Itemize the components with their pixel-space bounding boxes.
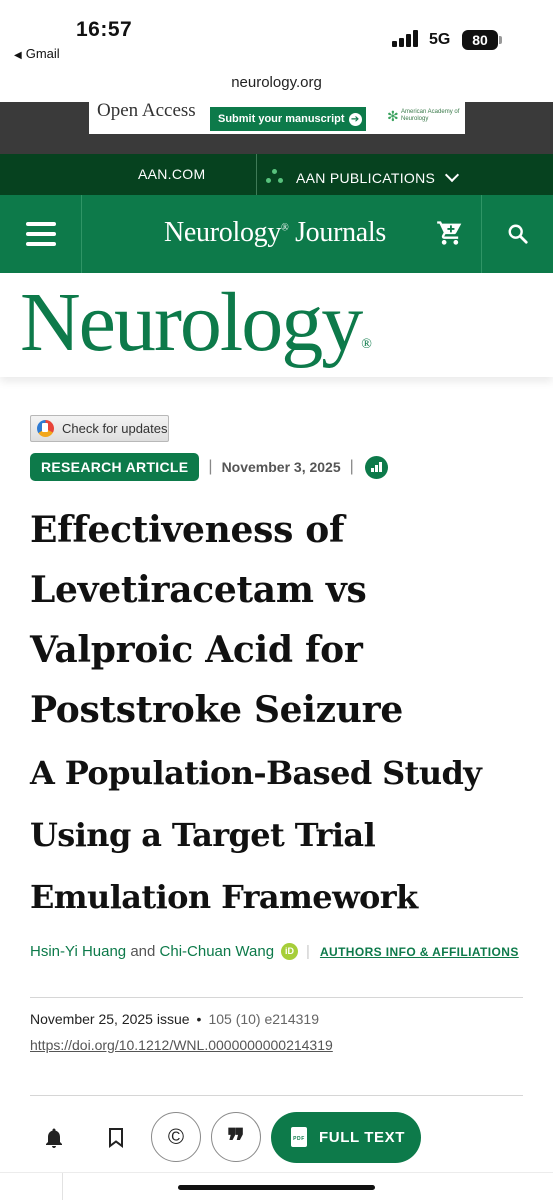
status-bar: 16:57 ◀ Gmail 5G 80 — [0, 0, 553, 70]
meta-divider: | — [349, 458, 354, 475]
issue-line: November 25, 2025 issue • 105 (10) e214319 — [30, 1011, 319, 1027]
ad-content[interactable]: Open Access Submit your manuscript ➔ ✻ Am… — [89, 100, 465, 134]
ad-open-access-text: Open Access — [97, 100, 196, 121]
aan-leaf-icon: ✻ — [387, 108, 399, 124]
cart-icon — [437, 221, 462, 245]
journals-title-mark: ® — [281, 222, 289, 234]
cellular-signal-icon — [392, 29, 422, 47]
back-triangle-icon: ◀ — [14, 50, 22, 61]
check-updates-label: Check for updates — [62, 421, 168, 436]
bookmark-button[interactable] — [106, 1126, 126, 1155]
aan-logo: ✻ American Academy of Neurology — [387, 106, 463, 130]
bookmark-icon — [109, 1128, 123, 1148]
authors-info-affiliations-link[interactable]: AUTHORS INFO & AFFILIATIONS — [319, 945, 519, 959]
logo-mark: ® — [361, 337, 372, 352]
orcid-icon[interactable]: iD — [281, 943, 299, 960]
aan-publications-menu[interactable]: AAN PUBLICATIONS — [266, 167, 460, 186]
aan-publications-label: AAN PUBLICATIONS — [296, 170, 436, 186]
frame-line — [62, 1173, 63, 1200]
check-for-updates-button[interactable]: Check for updates — [30, 415, 169, 442]
journals-title[interactable]: Neurology® Journals — [164, 217, 386, 249]
network-type: 5G — [429, 31, 451, 48]
metrics-chart-icon[interactable] — [364, 455, 388, 479]
url-bar[interactable]: neurology.org — [231, 74, 322, 91]
chevron-down-icon — [445, 167, 460, 183]
arrow-right-icon: ➔ — [348, 113, 362, 126]
cart-button[interactable] — [424, 213, 474, 253]
home-indicator[interactable] — [178, 1185, 375, 1190]
bullet: • — [196, 1011, 202, 1027]
bell-icon — [46, 1128, 62, 1148]
top-nav: AAN.COM AAN PUBLICATIONS — [0, 154, 553, 195]
pdf-icon: PDF — [291, 1127, 307, 1147]
battery-icon: 80 — [462, 30, 498, 50]
divider — [30, 1095, 523, 1096]
journals-title-main: Neurology — [164, 217, 282, 248]
authors-line: Hsin-Yi Huang and Chi-Chuan Wang iD | AUTHO… — [30, 936, 530, 968]
full-text-label: FULL TEXT — [319, 1129, 405, 1146]
search-icon — [508, 224, 528, 244]
clock: 16:57 — [76, 18, 133, 41]
meta-divider: | — [208, 458, 213, 475]
author-link[interactable]: Chi-Chuan Wang — [159, 943, 275, 960]
journal-logo-band: Neurology® — [0, 273, 553, 377]
search-button[interactable] — [481, 195, 553, 273]
doi-link[interactable]: https://doi.org/10.1212/WNL.000000000021… — [30, 1037, 333, 1053]
neurology-logo[interactable]: Neurology® — [20, 275, 372, 371]
article-action-toolbar: © ❞ PDF FULL TEXT — [0, 1102, 553, 1172]
author-joiner: and — [130, 943, 156, 960]
nav-divider — [256, 154, 257, 195]
article-subtitle: A Population-Based Study Using a Target … — [30, 754, 482, 916]
back-to-app-button[interactable]: ◀ Gmail — [14, 46, 60, 61]
article-meta-row: RESEARCH ARTICLE | November 3, 2025 | — [30, 453, 388, 481]
back-app-label: Gmail — [25, 46, 60, 61]
article-title: Effectiveness of Levetiracetam vs Valpro… — [30, 509, 403, 731]
journals-title-suffix: Journals — [288, 217, 386, 248]
aan-com-link[interactable]: AAN.COM — [138, 166, 206, 182]
battery-tip — [499, 36, 502, 44]
authors-divider: | — [306, 943, 310, 960]
dots-icon — [266, 169, 286, 185]
crossmark-icon — [37, 420, 54, 437]
journals-header: Neurology® Journals — [0, 195, 553, 273]
ad-submit-label: Submit your manuscript — [218, 113, 345, 125]
publication-date: November 3, 2025 — [221, 459, 341, 475]
author-link[interactable]: Hsin-Yi Huang — [30, 943, 127, 960]
quote-icon: ❞ — [226, 1122, 246, 1162]
copyright-icon: © — [167, 1124, 185, 1149]
menu-button[interactable] — [0, 195, 82, 273]
aan-logo-text: American Academy of Neurology — [401, 109, 460, 122]
volume-info: 105 (10) e214319 — [208, 1011, 319, 1027]
cite-button[interactable]: ❞ — [211, 1112, 261, 1162]
full-text-button[interactable]: PDF FULL TEXT — [271, 1112, 421, 1163]
alert-button[interactable] — [42, 1126, 66, 1155]
logo-text: Neurology — [20, 276, 363, 369]
home-indicator-area — [0, 1172, 553, 1200]
issue-date: November 25, 2025 issue — [30, 1011, 190, 1027]
permissions-button[interactable]: © — [151, 1112, 201, 1162]
ad-submit-manuscript-button[interactable]: Submit your manuscript ➔ — [210, 107, 366, 131]
article-type-badge: RESEARCH ARTICLE — [30, 453, 200, 481]
divider — [30, 997, 523, 998]
